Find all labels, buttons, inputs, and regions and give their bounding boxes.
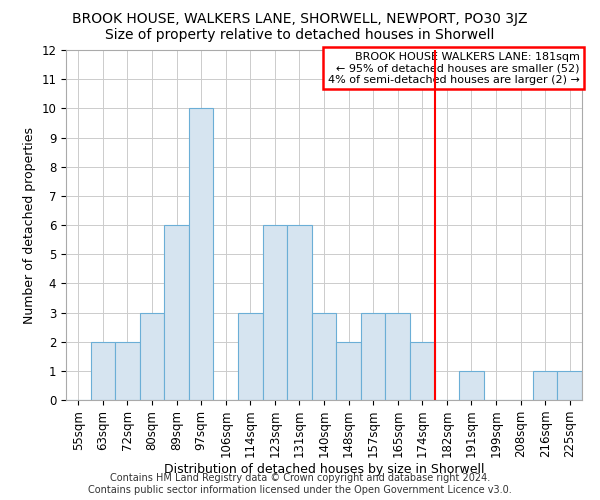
Bar xyxy=(533,371,557,400)
Bar xyxy=(287,225,312,400)
Bar xyxy=(115,342,140,400)
Text: BROOK HOUSE, WALKERS LANE, SHORWELL, NEWPORT, PO30 3JZ: BROOK HOUSE, WALKERS LANE, SHORWELL, NEW… xyxy=(72,12,528,26)
Text: Contains HM Land Registry data © Crown copyright and database right 2024.
Contai: Contains HM Land Registry data © Crown c… xyxy=(88,474,512,495)
Text: BROOK HOUSE WALKERS LANE: 181sqm
← 95% of detached houses are smaller (52)
4% of: BROOK HOUSE WALKERS LANE: 181sqm ← 95% o… xyxy=(328,52,580,85)
Bar xyxy=(361,312,385,400)
Bar xyxy=(459,371,484,400)
Bar xyxy=(91,342,115,400)
Bar xyxy=(140,312,164,400)
Bar xyxy=(189,108,214,400)
Bar xyxy=(238,312,263,400)
Bar xyxy=(263,225,287,400)
Bar xyxy=(164,225,189,400)
Y-axis label: Number of detached properties: Number of detached properties xyxy=(23,126,36,324)
Bar xyxy=(410,342,434,400)
Bar xyxy=(312,312,336,400)
Text: Size of property relative to detached houses in Shorwell: Size of property relative to detached ho… xyxy=(106,28,494,42)
Bar xyxy=(557,371,582,400)
Bar xyxy=(336,342,361,400)
Bar xyxy=(385,312,410,400)
X-axis label: Distribution of detached houses by size in Shorwell: Distribution of detached houses by size … xyxy=(164,463,484,476)
